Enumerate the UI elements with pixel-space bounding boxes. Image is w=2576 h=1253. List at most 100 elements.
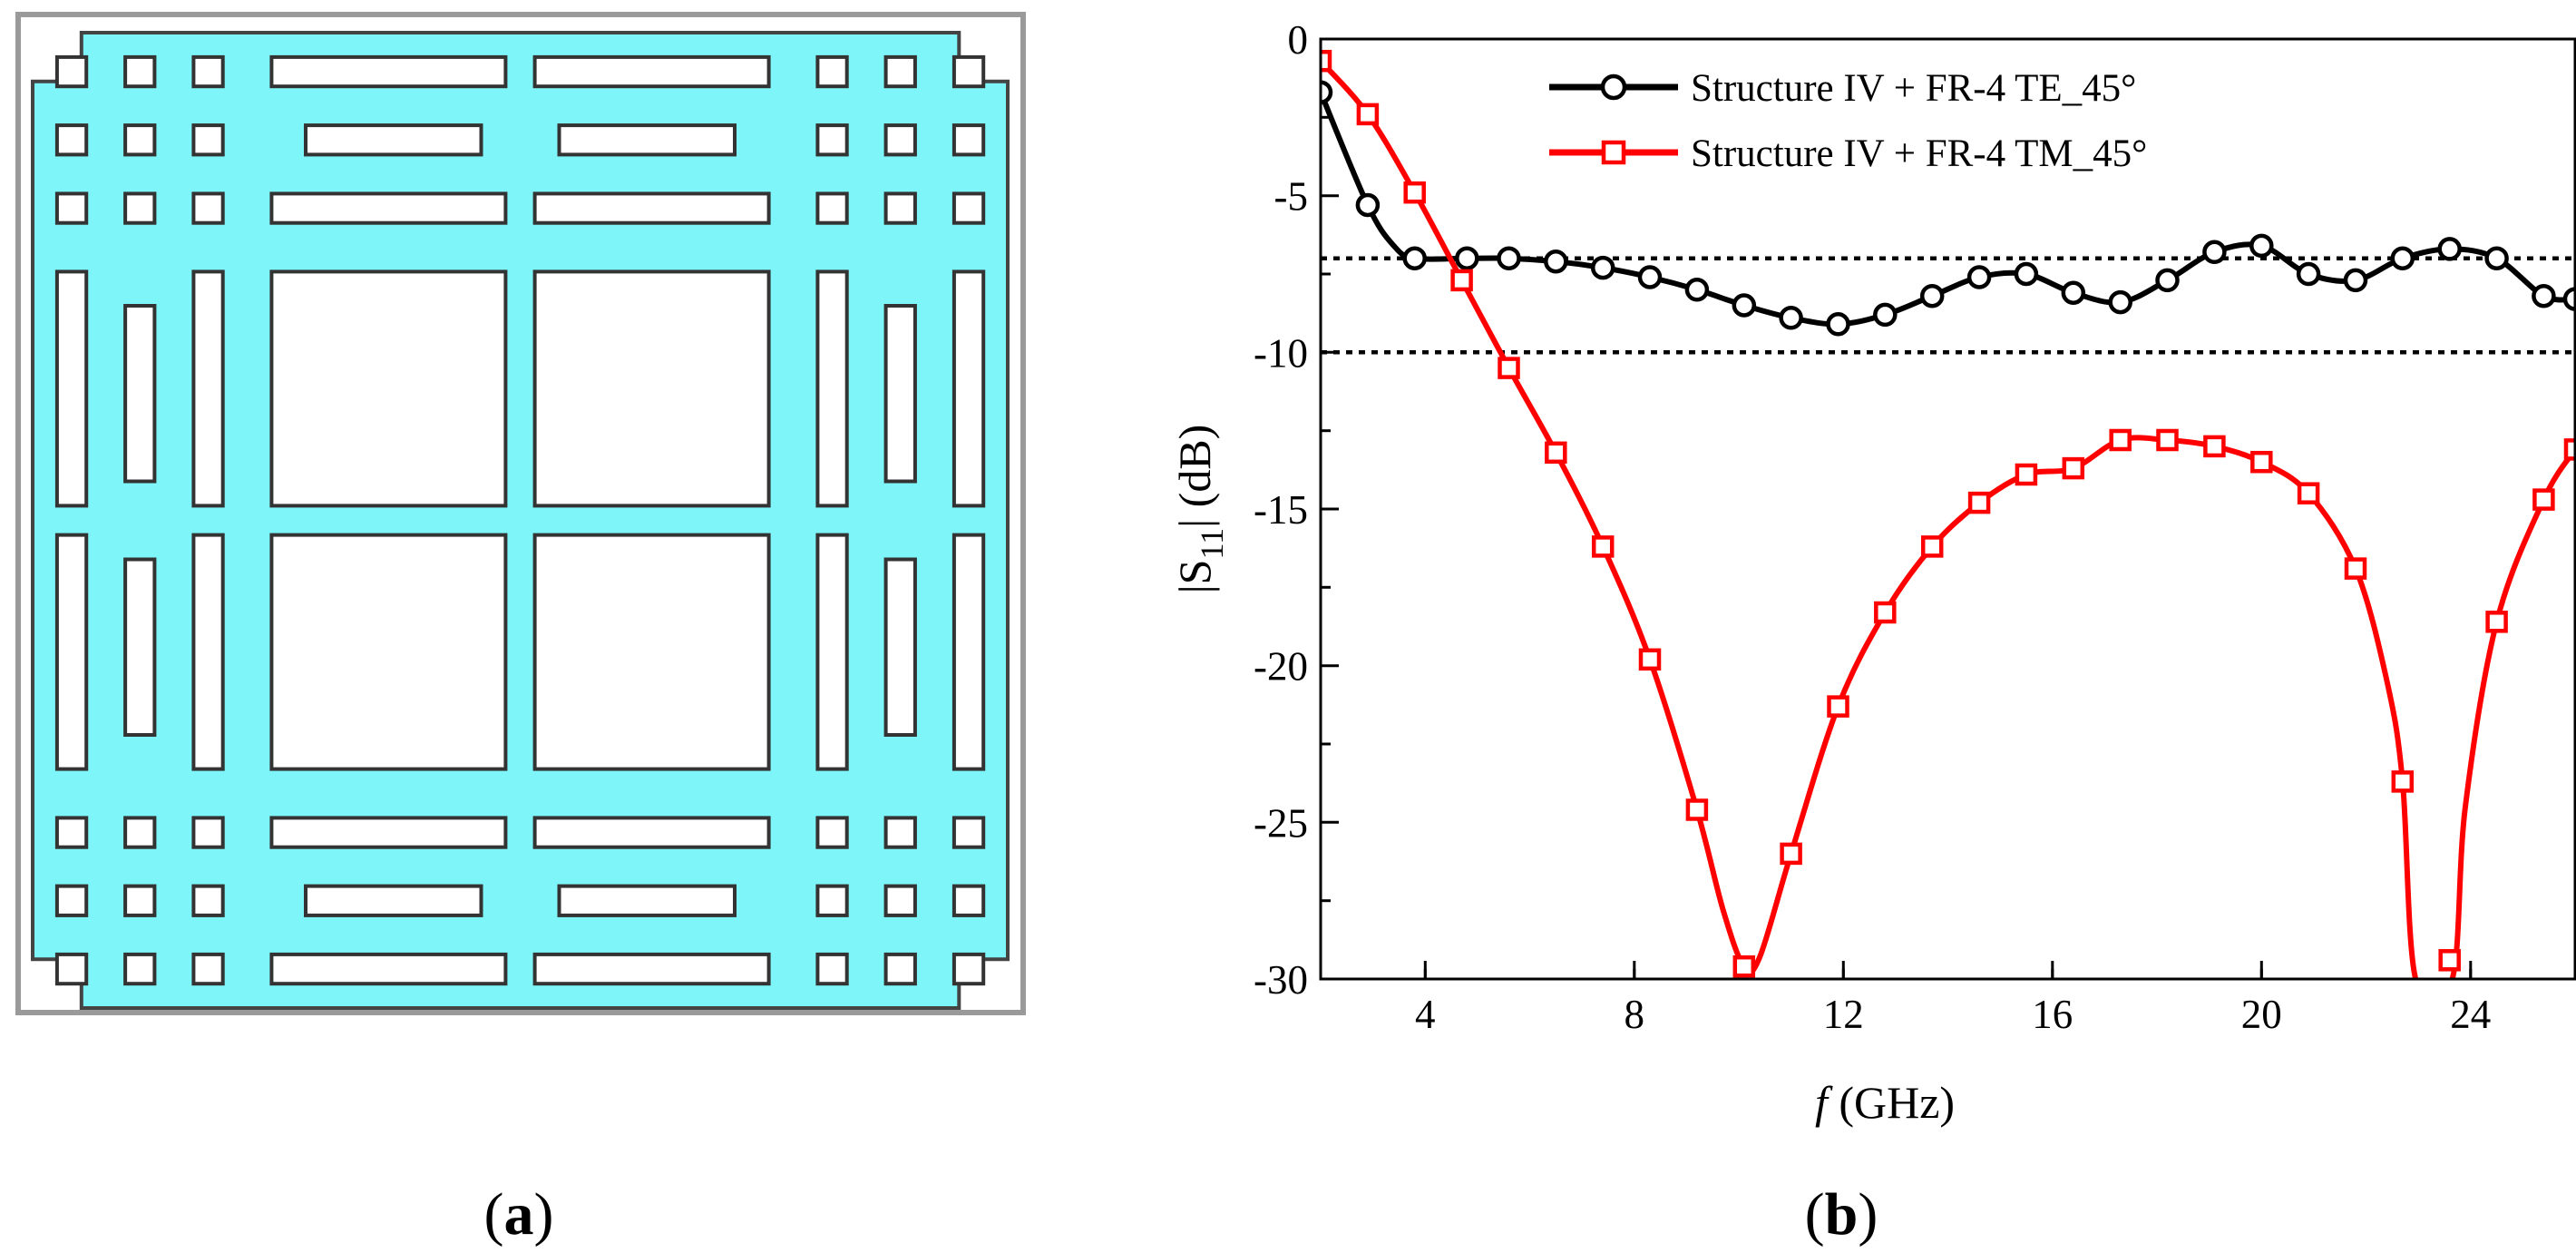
small-square-slot [883, 123, 917, 157]
vertical-slot [951, 269, 986, 508]
vertical-slot [883, 557, 917, 737]
data-point [1873, 302, 1898, 328]
small-square-slot [883, 191, 917, 225]
data-point [1590, 255, 1615, 280]
vertical-slot [191, 269, 225, 508]
data-point [2485, 611, 2508, 633]
data-point [1455, 246, 1479, 270]
small-square-slot [191, 952, 225, 986]
data-point [2202, 240, 2227, 265]
horizontal-slot [532, 816, 771, 849]
series-layer [1321, 49, 2575, 979]
horizontal-slot [532, 952, 771, 986]
small-square-slot [951, 54, 986, 89]
small-square-slot [815, 123, 849, 157]
data-point [1403, 181, 1426, 204]
data-point [1637, 265, 1663, 289]
y-tick-label: -20 [1254, 644, 1308, 690]
x-tick-label: 24 [2450, 992, 2491, 1037]
data-point [1967, 491, 1991, 514]
vertical-slot [815, 533, 849, 771]
small-square-slot [951, 816, 986, 849]
window [269, 269, 508, 508]
data-point [2014, 261, 2039, 287]
y-tick-label: -10 [1254, 330, 1308, 376]
data-point [2155, 268, 2180, 293]
vertical-slot [883, 304, 917, 484]
window [269, 533, 508, 771]
data-point [2484, 246, 2509, 270]
data-point [2250, 450, 2273, 474]
data-point [1355, 192, 1381, 218]
data-point [2343, 268, 2368, 293]
small-square-slot [123, 952, 157, 986]
small-square-slot [123, 816, 157, 849]
horizontal-slot [304, 884, 483, 917]
window [532, 269, 771, 508]
vertical-slot [54, 533, 89, 771]
data-point [2015, 463, 2038, 486]
data-point [1402, 246, 1427, 270]
data-point [2203, 435, 2226, 458]
data-point [1450, 269, 1473, 292]
horizontal-slot [557, 123, 737, 157]
series-tm [1321, 49, 2575, 979]
small-square-slot [815, 952, 849, 986]
small-square-slot [54, 884, 89, 917]
small-square-slot [54, 952, 89, 986]
data-point [1591, 535, 1615, 558]
small-square-slot [815, 191, 849, 225]
series-te [1321, 80, 2575, 337]
y-tick-label: -30 [1254, 957, 1308, 1003]
data-point [2297, 482, 2320, 504]
data-point [2438, 949, 2461, 972]
metal-pattern [31, 31, 1010, 1010]
data-point [1826, 312, 1850, 337]
small-square-slot [54, 54, 89, 89]
data-point [1356, 103, 1380, 126]
plot-frame [1319, 37, 2576, 981]
small-square-slot [191, 123, 225, 157]
data-point [1685, 798, 1709, 821]
small-square-slot [883, 54, 917, 89]
data-point [2563, 438, 2575, 461]
data-point [1966, 265, 1992, 289]
small-square-slot [123, 884, 157, 917]
vertical-slot [951, 533, 986, 771]
data-point [2390, 246, 2415, 270]
x-tick-label: 16 [2032, 992, 2073, 1037]
legend-label-te: Structure IV + FR-4 TE_45° [1691, 67, 2136, 110]
small-square-slot [815, 816, 849, 849]
small-square-slot [951, 191, 986, 225]
data-point [1732, 293, 1757, 318]
legend: Structure IV + FR-4 TE_45° Structure IV … [1549, 67, 2147, 175]
y-axis-title: |S11| (dB) [1169, 425, 1230, 594]
legend-entry-te: Structure IV + FR-4 TE_45° [1549, 67, 2136, 110]
reference-lines [1321, 256, 2575, 355]
small-square-slot [815, 884, 849, 917]
horizontal-slot [304, 123, 483, 157]
horizontal-slot [532, 54, 771, 89]
data-point [1545, 441, 1567, 465]
data-point [1638, 648, 1662, 671]
vertical-slot [123, 557, 157, 737]
data-point [1321, 49, 1332, 73]
small-square-slot [883, 952, 917, 986]
small-square-slot [54, 123, 89, 157]
small-square-slot [123, 54, 157, 89]
data-point [1920, 535, 1944, 558]
horizontal-slot [269, 54, 508, 89]
small-square-slot [951, 884, 986, 917]
data-point [1919, 283, 1945, 308]
horizontal-slot [532, 191, 771, 225]
vertical-slot [123, 304, 157, 484]
unit-cell-illustration [15, 12, 1026, 1015]
x-tick-label: 4 [1415, 992, 1436, 1037]
data-point [2344, 557, 2367, 580]
data-point [1732, 954, 1756, 978]
small-square-slot [54, 191, 89, 225]
data-point [1321, 80, 1333, 104]
small-square-slot [123, 123, 157, 157]
horizontal-slot [557, 884, 737, 917]
small-square-slot [123, 191, 157, 225]
